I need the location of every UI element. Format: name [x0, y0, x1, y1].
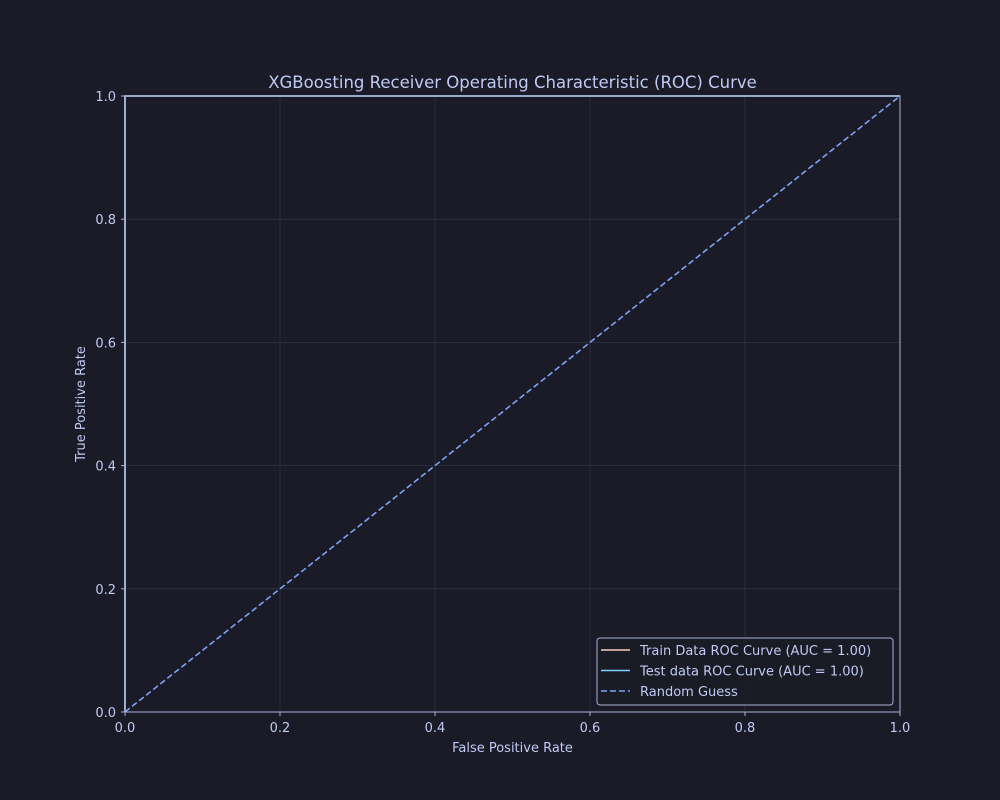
x-tick-label: 0.6: [580, 721, 601, 736]
grid-lines: [124, 95, 901, 713]
y-tick-label: 1.0: [95, 90, 116, 105]
y-axis-label: True Positive Rate: [74, 346, 89, 463]
legend-label: Train Data ROC Curve (AUC = 1.00): [639, 644, 871, 659]
y-tick-label: 0.2: [95, 583, 116, 598]
legend: Train Data ROC Curve (AUC = 1.00) Test da…: [596, 637, 894, 706]
legend-box: [596, 637, 894, 706]
y-axis-ticks: 0.0 0.2 0.4 0.6 0.8 1.0: [95, 90, 125, 721]
x-axis-label: False Positive Rate: [452, 741, 573, 756]
x-axis-ticks: 0.0 0.2 0.4 0.6 0.8 1.0: [115, 712, 911, 736]
legend-label: Random Guess: [640, 685, 738, 700]
x-tick-label: 1.0: [890, 721, 911, 736]
series-line-2: [124, 95, 901, 713]
y-tick-label: 0.0: [95, 706, 116, 721]
x-tick-label: 0.2: [270, 721, 291, 736]
legend-label: Test data ROC Curve (AUC = 1.00): [639, 665, 864, 680]
x-tick-label: 0.8: [735, 721, 756, 736]
y-tick-label: 0.6: [95, 336, 116, 351]
axes-frame: [124, 95, 901, 713]
x-tick-label: 0.0: [115, 721, 136, 736]
y-tick-label: 0.8: [95, 213, 116, 228]
y-tick-label: 0.4: [95, 460, 116, 475]
x-tick-label: 0.4: [425, 721, 446, 736]
chart-title: XGBoosting Receiver Operating Characteri…: [268, 73, 757, 92]
